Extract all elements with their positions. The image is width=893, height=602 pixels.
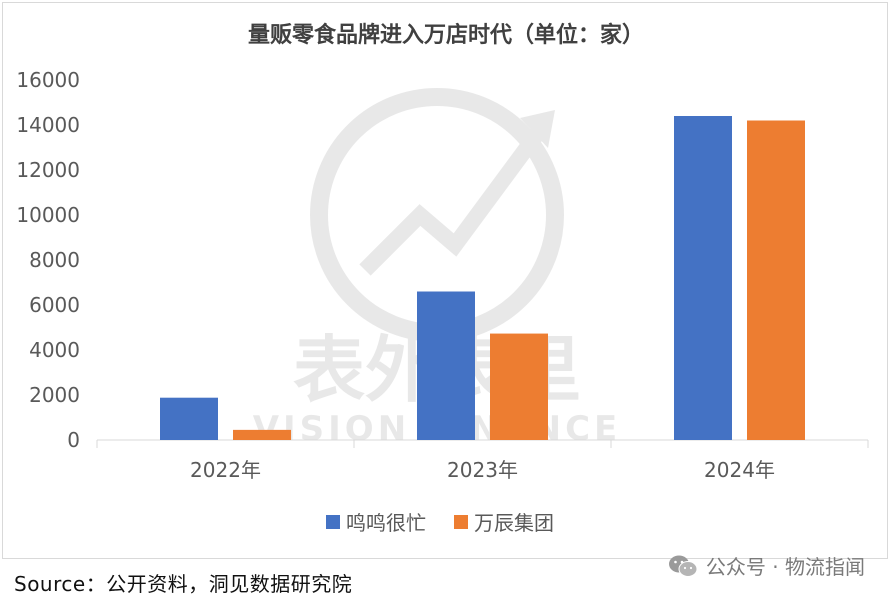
bar (490, 333, 548, 440)
wechat-label: 公众号 · 物流指闻 (705, 555, 865, 579)
wechat-account: 公众号 · 物流指闻 (668, 551, 865, 580)
source-note: Source：公开资料，洞见数据研究院 (14, 572, 353, 596)
legend: 鸣鸣很忙 万辰集团 (326, 511, 554, 535)
bar (233, 429, 291, 440)
x-axis: 2022年 2023年 2024年 (96, 439, 869, 482)
y-tick-label: 10000 (16, 203, 80, 227)
watermark-arrow-icon (359, 125, 547, 276)
bar (417, 291, 475, 440)
wechat-icon (668, 555, 698, 577)
chart-frame (2, 2, 888, 559)
legend-swatch (454, 515, 468, 529)
y-tick-label: 2000 (29, 383, 80, 407)
legend-label: 鸣鸣很忙 (346, 511, 426, 535)
x-tick-label: 2023年 (447, 458, 518, 482)
chart-title: 量贩零食品牌进入万店时代（单位：家） (248, 22, 644, 48)
bar (747, 120, 805, 440)
x-tick-label: 2022年 (190, 458, 261, 482)
legend-swatch (326, 515, 340, 529)
y-tick-label: 4000 (29, 338, 80, 362)
bars (160, 116, 805, 440)
legend-label: 万辰集团 (474, 511, 554, 535)
y-tick-label: 12000 (16, 158, 80, 182)
y-axis: 0 2000 4000 6000 8000 10000 12000 14000 16000 (16, 68, 80, 452)
x-tick-label: 2024年 (704, 458, 775, 482)
watermark-arrow-head-icon (520, 110, 555, 148)
bar (674, 116, 732, 440)
y-tick-label: 16000 (16, 68, 80, 92)
y-tick-label: 0 (67, 428, 80, 452)
y-tick-label: 14000 (16, 113, 80, 137)
y-tick-label: 6000 (29, 293, 80, 317)
y-tick-label: 8000 (29, 248, 80, 272)
bar (160, 397, 218, 440)
